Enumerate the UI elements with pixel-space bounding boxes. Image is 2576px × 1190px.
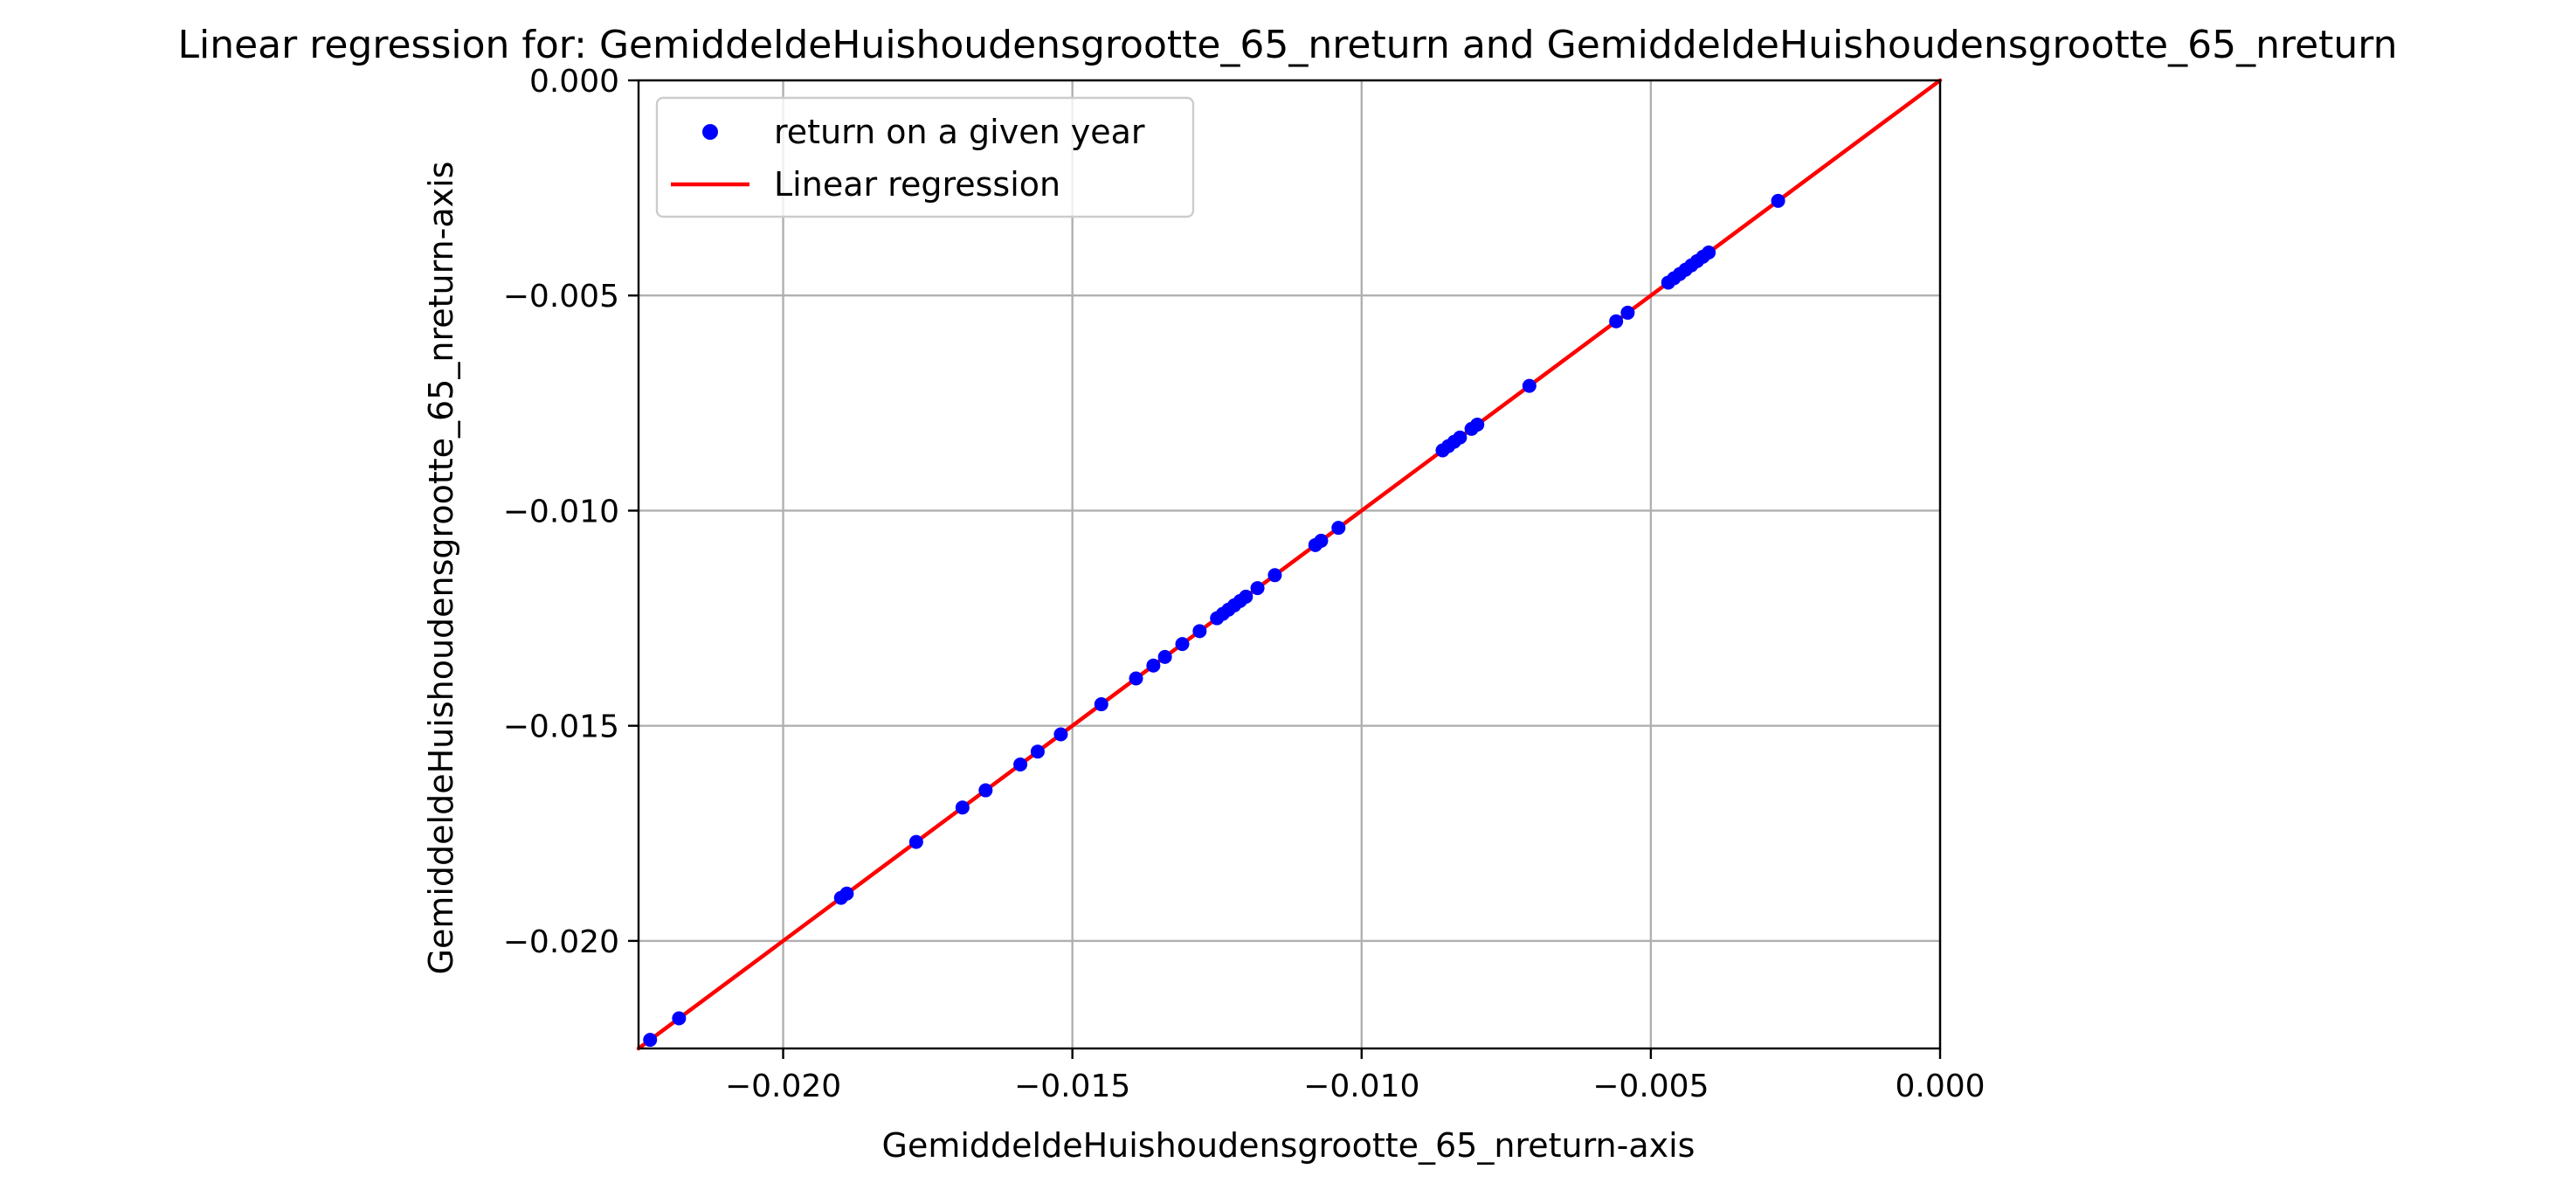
- scatter-point: [1453, 430, 1468, 445]
- scatter-point: [908, 834, 923, 849]
- scatter-point: [1314, 533, 1329, 548]
- scatter-point: [1609, 314, 1624, 329]
- scatter-point: [643, 1033, 658, 1048]
- y-axis-label: GemiddeldeHuishoudensgrootte_65_nreturn-…: [422, 162, 460, 975]
- scatter-point: [1267, 568, 1282, 583]
- scatter-point: [1771, 193, 1785, 208]
- x-tick-label: −0.020: [725, 1069, 841, 1104]
- scatter-point: [1175, 637, 1190, 652]
- x-axis-label: GemiddeldeHuishoudensgrootte_65_nreturn-…: [882, 1126, 1695, 1165]
- x-tick-label: −0.010: [1303, 1069, 1419, 1104]
- scatter-point: [1522, 378, 1537, 393]
- x-tick-label: −0.015: [1014, 1069, 1130, 1104]
- legend-scatter-marker: [702, 124, 718, 140]
- scatter-point: [1053, 727, 1068, 742]
- scatter-point: [672, 1011, 687, 1026]
- y-tick-label: −0.020: [503, 924, 619, 960]
- y-tick-label: −0.015: [503, 709, 619, 745]
- scatter-point: [1030, 744, 1045, 759]
- scatter-point: [1470, 417, 1485, 432]
- scatter-point: [1157, 649, 1172, 664]
- regression-line: [636, 78, 1943, 1051]
- y-tick-label: −0.005: [503, 279, 619, 315]
- scatter-point: [1013, 757, 1028, 771]
- plot-frame: [637, 79, 1942, 1050]
- legend-box: [655, 96, 1195, 218]
- axis-ticks: −0.020 −0.015 −0.010 −0.005 0.000 0.000 −0.005…: [503, 64, 1986, 1104]
- scatter-points: [643, 193, 1785, 1048]
- chart-title: Linear regression for: GemiddeldeHuishou…: [177, 23, 2397, 67]
- scatter-point: [1239, 589, 1253, 604]
- scatter-point: [1702, 245, 1716, 259]
- x-tick-label: −0.005: [1592, 1069, 1709, 1104]
- scatter-point: [1146, 658, 1161, 673]
- scatter-point: [1192, 624, 1207, 639]
- y-tick-label: −0.010: [503, 494, 619, 529]
- legend-scatter-label: return on a given year: [774, 113, 1145, 151]
- x-tick-label: 0.000: [1895, 1069, 1985, 1104]
- y-tick-label: 0.000: [529, 64, 619, 100]
- scatter-point: [955, 800, 970, 815]
- legend-line-label: Linear regression: [774, 165, 1060, 204]
- scatter-point: [839, 886, 854, 901]
- scatter-point: [1250, 581, 1265, 596]
- scatter-point: [1331, 521, 1346, 536]
- legend: return on a given year Linear regression: [655, 96, 1195, 218]
- scatter-point: [1620, 305, 1635, 320]
- scatter-point: [1129, 671, 1143, 686]
- scatter-point: [978, 783, 993, 798]
- scatter-point: [1094, 697, 1108, 712]
